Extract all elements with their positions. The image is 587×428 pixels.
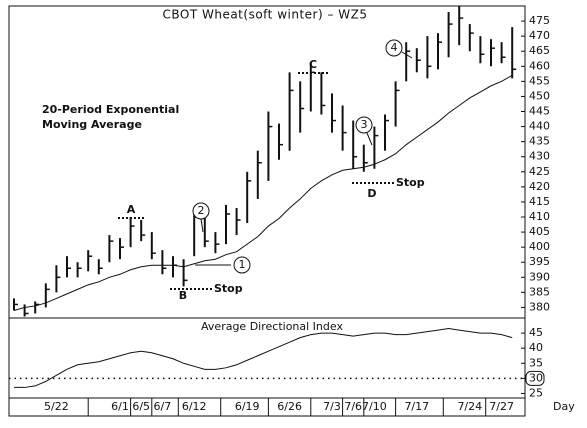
x-tick-label: 7/10 xyxy=(362,400,387,413)
x-tick-label: 7/3 xyxy=(323,400,341,413)
leader-line xyxy=(200,218,204,233)
y-tick-label: 410 xyxy=(529,210,550,223)
y-tick-label: 465 xyxy=(529,44,550,57)
y-tick-label: 425 xyxy=(529,165,550,178)
x-tick-label: 6/19 xyxy=(235,400,260,413)
y-tick-label: 430 xyxy=(529,150,550,163)
annotation: D xyxy=(367,187,376,200)
x-tick-label: 6/26 xyxy=(277,400,302,413)
tick-box xyxy=(525,370,545,386)
annotation-circle xyxy=(385,39,403,57)
y-tick-label: 390 xyxy=(529,270,550,283)
y-tick-label: 40 xyxy=(529,341,543,354)
annotation: 2 xyxy=(198,204,205,217)
annotation: Stop xyxy=(396,176,425,189)
annotation: A xyxy=(127,203,136,216)
annotation-circle xyxy=(355,116,373,134)
x-tick-label: 7/17 xyxy=(404,400,429,413)
ema-label: 20-Period Exponential xyxy=(42,103,179,116)
y-tick-label: 445 xyxy=(529,105,550,118)
ema-label: Moving Average xyxy=(42,118,142,131)
adx-line xyxy=(14,328,513,388)
y-tick-label: 45 xyxy=(529,326,543,339)
annotation: B xyxy=(179,289,187,302)
y-tick-label: 405 xyxy=(529,225,550,238)
y-tick-label: 460 xyxy=(529,59,550,72)
x-tick-label: 5/22 xyxy=(44,400,69,413)
frame xyxy=(8,5,526,417)
y-tick-label: 470 xyxy=(529,29,550,42)
x-tick-label: 6/1 xyxy=(111,400,129,413)
annotation: Stop xyxy=(214,282,243,295)
annotation-circle xyxy=(233,256,251,274)
x-tick-label: 7/24 xyxy=(457,400,482,413)
y-tick-label: 450 xyxy=(529,89,550,102)
annotation: 4 xyxy=(391,41,398,54)
y-tick-label: 400 xyxy=(529,240,550,253)
annotation: 3 xyxy=(361,118,368,131)
adx-title: Average Directional Index xyxy=(201,320,343,333)
y-tick-label: 35 xyxy=(529,356,543,369)
chart-title: CBOT Wheat(soft winter) – WZ5 xyxy=(162,8,367,22)
y-tick-label: 395 xyxy=(529,255,550,268)
y-tick-label: 30 xyxy=(529,371,543,384)
y-tick-label: 435 xyxy=(529,135,550,148)
y-tick-label: 420 xyxy=(529,180,550,193)
leader-line xyxy=(401,51,413,59)
y-tick-label: 440 xyxy=(529,120,550,133)
y-tick-label: 415 xyxy=(529,195,550,208)
x-axis-label: Day xyxy=(553,400,575,413)
leader-line xyxy=(366,132,373,146)
y-tick-label: 385 xyxy=(529,285,550,298)
x-tick-label: 6/7 xyxy=(154,400,172,413)
annotation-circle xyxy=(192,202,210,220)
x-tick-label: 6/12 xyxy=(182,400,207,413)
y-tick-label: 455 xyxy=(529,74,550,87)
y-tick-label: 25 xyxy=(529,386,543,399)
ema-line xyxy=(13,74,513,311)
annotation: 1 xyxy=(239,258,246,271)
y-tick-label: 380 xyxy=(529,300,550,313)
y-tick-label: 475 xyxy=(529,14,550,27)
annotation: C xyxy=(309,58,317,71)
x-tick-label: 7/27 xyxy=(489,400,514,413)
x-tick-label: 6/5 xyxy=(132,400,150,413)
x-tick-label: 7/6 xyxy=(344,400,362,413)
